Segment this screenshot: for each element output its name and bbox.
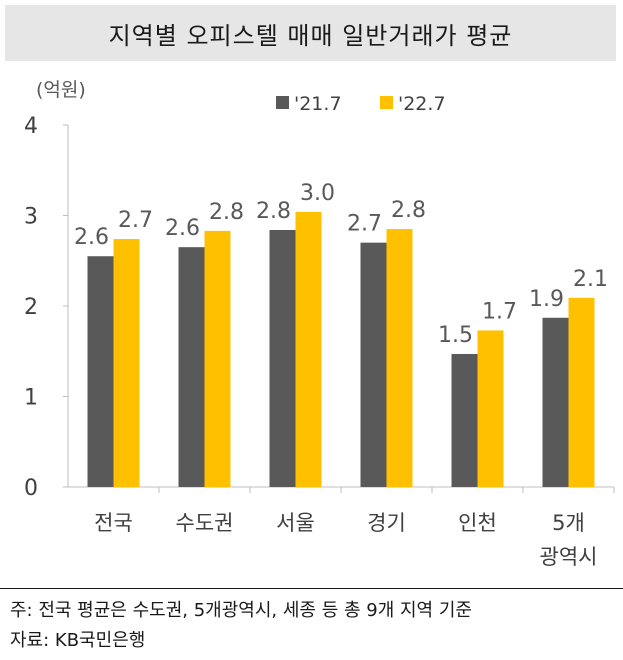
bar bbox=[204, 230, 231, 487]
data-label: 2.6 bbox=[74, 225, 109, 250]
y-tick-label: 0 bbox=[24, 476, 38, 501]
legend-swatch bbox=[380, 96, 393, 109]
data-label: 2.8 bbox=[209, 200, 244, 225]
x-tick-label: 전국 bbox=[94, 511, 133, 535]
bar-chart: 0 1 2 3 4 (억원) '21.7 '22.7 2.6 2.7 전국 2.6 2.8 수도권 2.8 3… bbox=[24, 79, 615, 569]
bar bbox=[87, 256, 114, 487]
y-tick-label: 2 bbox=[24, 295, 38, 320]
bar bbox=[360, 242, 387, 487]
data-label: 1.7 bbox=[482, 299, 517, 324]
data-label: 1.5 bbox=[438, 323, 473, 348]
data-label: 2.1 bbox=[573, 267, 608, 292]
y-tick-label: 1 bbox=[24, 386, 38, 411]
data-label: 2.7 bbox=[347, 212, 382, 237]
x-tick-label: 경기 bbox=[367, 511, 406, 535]
x-tick-label: 5개 bbox=[552, 511, 585, 535]
y-tick-label: 3 bbox=[24, 205, 38, 230]
data-label: 2.6 bbox=[165, 216, 200, 241]
x-tick-label: 서울 bbox=[276, 511, 315, 535]
bar bbox=[477, 330, 504, 487]
legend-label: '21.7 bbox=[294, 93, 342, 115]
data-label: 2.7 bbox=[118, 208, 153, 233]
y-axis-label: (억원) bbox=[36, 79, 86, 101]
bar bbox=[451, 353, 478, 487]
x-tick-label: 수도권 bbox=[176, 511, 234, 535]
bar bbox=[386, 229, 413, 487]
bar bbox=[568, 297, 595, 487]
source-note: 자료: KB국민은행 bbox=[10, 630, 146, 651]
legend-swatch bbox=[276, 96, 289, 109]
legend-label: '22.7 bbox=[398, 93, 446, 115]
y-tick-label: 4 bbox=[24, 114, 38, 139]
data-label: 3.0 bbox=[300, 181, 335, 206]
x-tick-label: 광역시 bbox=[540, 545, 598, 569]
x-tick-label: 인천 bbox=[458, 511, 497, 535]
bar bbox=[542, 317, 569, 487]
title-banner: 지역별 오피스텔 매매 일반거래가 평균 bbox=[5, 5, 616, 61]
data-label: 2.8 bbox=[391, 198, 426, 223]
chart-title: 지역별 오피스텔 매매 일반거래가 평균 bbox=[108, 21, 513, 50]
footnote: 주: 전국 평균은 수도권, 5개광역시, 세종 등 총 9개 지역 기준 bbox=[10, 600, 472, 621]
footer-divider bbox=[0, 588, 623, 589]
bar bbox=[295, 211, 322, 487]
bar bbox=[113, 239, 140, 487]
bar bbox=[178, 247, 205, 487]
bar bbox=[269, 229, 296, 488]
data-label: 2.8 bbox=[256, 199, 291, 224]
data-label: 1.9 bbox=[529, 287, 564, 312]
